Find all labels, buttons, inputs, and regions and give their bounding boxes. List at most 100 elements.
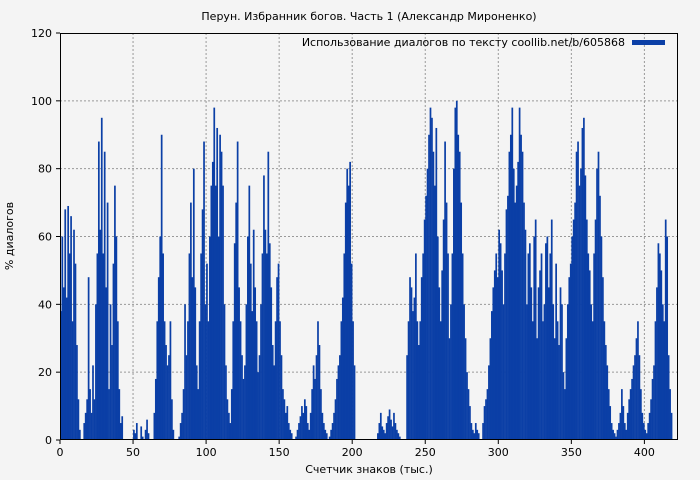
bar xyxy=(102,253,105,440)
bar xyxy=(318,345,321,440)
bar xyxy=(650,399,652,440)
bar xyxy=(492,287,495,440)
y-tick-label: 120 xyxy=(31,27,52,40)
bar xyxy=(255,321,258,440)
bar xyxy=(580,168,582,440)
bar xyxy=(90,412,93,440)
bar xyxy=(602,277,604,440)
bar xyxy=(350,263,353,440)
bar xyxy=(249,263,252,440)
bar xyxy=(657,243,660,440)
bar xyxy=(571,236,574,440)
bar xyxy=(447,253,449,440)
bar xyxy=(274,321,277,440)
bar xyxy=(512,168,515,440)
bar xyxy=(324,429,327,440)
bar xyxy=(669,389,671,440)
bar xyxy=(412,311,414,440)
bar xyxy=(664,219,667,440)
bar xyxy=(266,253,268,440)
bar xyxy=(168,355,170,440)
bar xyxy=(109,304,112,440)
x-axis-label: Счетчик знаков (тыс.) xyxy=(305,463,433,476)
bar xyxy=(509,134,512,440)
bar xyxy=(377,433,379,440)
bar xyxy=(156,321,159,440)
bar xyxy=(625,429,628,440)
bar xyxy=(337,365,340,440)
bar xyxy=(496,277,499,440)
bar xyxy=(381,426,384,440)
bar xyxy=(393,412,395,440)
bar xyxy=(382,429,385,440)
bar xyxy=(238,287,240,440)
bar xyxy=(228,412,230,440)
bar xyxy=(116,321,119,440)
bar xyxy=(157,277,160,440)
bar xyxy=(334,399,337,440)
bar xyxy=(330,429,332,440)
legend: Использование диалогов по тексту coollib… xyxy=(302,36,665,49)
bar xyxy=(436,236,439,440)
bar xyxy=(642,423,645,440)
bar xyxy=(261,253,264,440)
bar xyxy=(296,429,299,440)
bar xyxy=(545,243,547,440)
bar xyxy=(661,304,664,440)
x-tick-label: 300 xyxy=(488,446,509,459)
bar xyxy=(277,263,280,440)
bar xyxy=(426,168,429,440)
bar xyxy=(239,321,242,440)
bar xyxy=(577,141,579,441)
bar xyxy=(640,389,642,440)
bar xyxy=(511,107,514,440)
bar xyxy=(569,263,572,440)
legend-label: Использование диалогов по тексту coollib… xyxy=(302,36,625,49)
bar xyxy=(162,253,164,440)
bar xyxy=(172,429,175,440)
bar xyxy=(667,355,670,440)
bar xyxy=(539,270,541,440)
bar xyxy=(179,423,182,440)
bar xyxy=(454,107,457,440)
bar xyxy=(68,253,71,440)
bar xyxy=(483,406,486,440)
bar xyxy=(565,338,568,440)
bar xyxy=(213,107,216,440)
bar xyxy=(397,433,400,440)
bar xyxy=(610,423,613,440)
y-tick-label: 60 xyxy=(38,231,52,244)
bar xyxy=(344,202,347,440)
bar xyxy=(328,436,331,440)
data-bars xyxy=(60,100,673,441)
bar xyxy=(119,423,122,440)
bar xyxy=(463,304,465,440)
bar xyxy=(73,229,75,440)
bar xyxy=(154,378,157,440)
bar xyxy=(420,277,423,440)
bar xyxy=(470,423,473,440)
bar xyxy=(499,243,502,440)
bar xyxy=(581,127,584,440)
bar xyxy=(251,311,254,440)
bar xyxy=(336,378,338,440)
bar xyxy=(286,406,289,440)
y-tick-label: 80 xyxy=(38,163,52,176)
bar xyxy=(552,304,555,440)
bar xyxy=(588,270,591,440)
bar xyxy=(133,429,135,440)
bar xyxy=(159,236,162,440)
bar xyxy=(280,355,283,440)
bar xyxy=(121,416,124,440)
bar xyxy=(86,399,89,440)
bar xyxy=(76,345,78,440)
bar xyxy=(536,338,538,440)
bar xyxy=(599,195,601,440)
bar xyxy=(84,412,87,440)
bar xyxy=(394,423,397,440)
bar xyxy=(111,345,113,440)
bar xyxy=(303,399,306,440)
bar xyxy=(287,423,290,440)
bar xyxy=(226,399,229,440)
bar xyxy=(531,321,534,440)
